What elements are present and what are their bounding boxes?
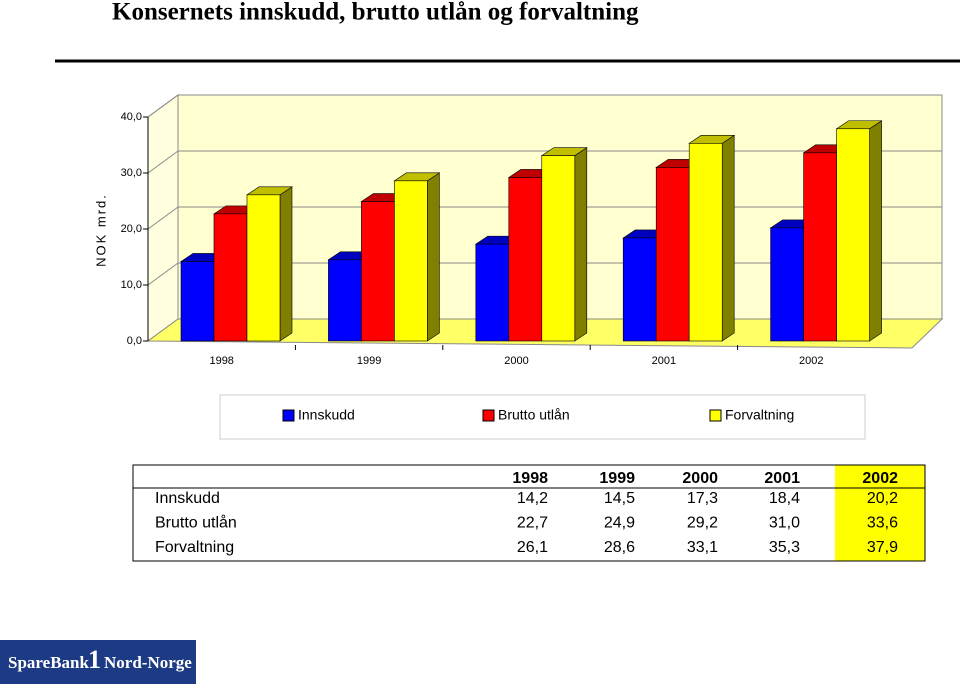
table-row-label: Forvaltning (155, 539, 234, 556)
grid-line (147, 150, 179, 174)
bar-side (869, 120, 882, 342)
bar-side (721, 134, 735, 342)
x-tick-label: 2001 (652, 355, 676, 367)
table-cell: 20,2 (867, 490, 898, 507)
bar (180, 261, 215, 342)
bar-side (427, 172, 440, 342)
bar-side (279, 186, 293, 342)
bar (246, 194, 281, 342)
bar (622, 237, 657, 342)
x-tick-label: 2000 (504, 355, 528, 367)
legend-swatch (709, 409, 722, 422)
table-row-label: Brutto utlån (155, 514, 237, 532)
logo-box (0, 640, 196, 684)
table-cell: 37,9 (867, 539, 898, 556)
logo-text: Nord-Norge (104, 653, 192, 672)
bar (213, 213, 248, 342)
table-highlight (835, 465, 925, 561)
table-cell: 24,9 (604, 515, 635, 532)
table-cell: 31,0 (769, 515, 800, 532)
legend-label: Brutto utlån (498, 407, 570, 423)
page-title: Konsernets innskudd, brutto utlån og for… (112, 0, 639, 26)
y-tick-label: 0,0 (127, 335, 142, 347)
logo-text: 1 (88, 645, 101, 674)
legend-swatch (282, 409, 295, 422)
x-tick-label: 1998 (209, 355, 233, 367)
y-tick-label: 10,0 (121, 279, 142, 291)
table-cell: 29,2 (687, 515, 718, 532)
table-cell: 28,6 (604, 539, 635, 556)
table-header: 2001 (764, 470, 800, 487)
table-cell: 17,3 (687, 490, 718, 507)
table-cell: 14,5 (604, 490, 635, 507)
table-cell: 26,1 (517, 539, 548, 556)
bar (394, 180, 428, 342)
y-tick-label: 20,0 (121, 223, 142, 235)
bar-side (574, 147, 588, 342)
bar (655, 167, 690, 342)
table-cell: 14,2 (517, 490, 548, 507)
legend-box (219, 394, 866, 440)
data-table (132, 464, 926, 562)
table-cell: 35,3 (769, 539, 800, 556)
bar (803, 152, 837, 342)
grid-line (147, 94, 179, 118)
y-tick-label: 30,0 (121, 167, 142, 179)
table-header: 2002 (862, 470, 898, 487)
x-tick-label: 2002 (799, 355, 823, 367)
table-cell: 33,1 (687, 539, 718, 556)
x-tick-label: 1999 (357, 355, 381, 367)
bar (508, 177, 543, 342)
table-cell: 33,6 (867, 515, 898, 532)
legend-label: Forvaltning (725, 407, 794, 423)
bar (770, 227, 804, 342)
table-header: 1998 (512, 470, 548, 487)
grid-line (147, 206, 179, 230)
grid-line (147, 262, 179, 286)
bar (541, 155, 576, 342)
y-tick-label: 40,0 (121, 111, 142, 123)
table-cell: 18,4 (769, 490, 800, 507)
table-header: 2000 (682, 470, 718, 487)
logo-text: SpareBank (8, 653, 89, 672)
bar (361, 201, 395, 342)
bar (836, 128, 870, 342)
table-row-label: Innskudd (155, 490, 220, 507)
data-table-border (132, 464, 926, 562)
table-header: 1999 (599, 470, 635, 487)
legend-label: Innskudd (298, 407, 355, 423)
plot-area (146, 94, 944, 349)
bar (475, 243, 510, 342)
legend-swatch (482, 409, 495, 422)
bar (328, 259, 362, 342)
bar (688, 143, 723, 342)
y-axis-label: NOK mrd. (93, 193, 108, 267)
table-cell: 22,7 (517, 515, 548, 532)
